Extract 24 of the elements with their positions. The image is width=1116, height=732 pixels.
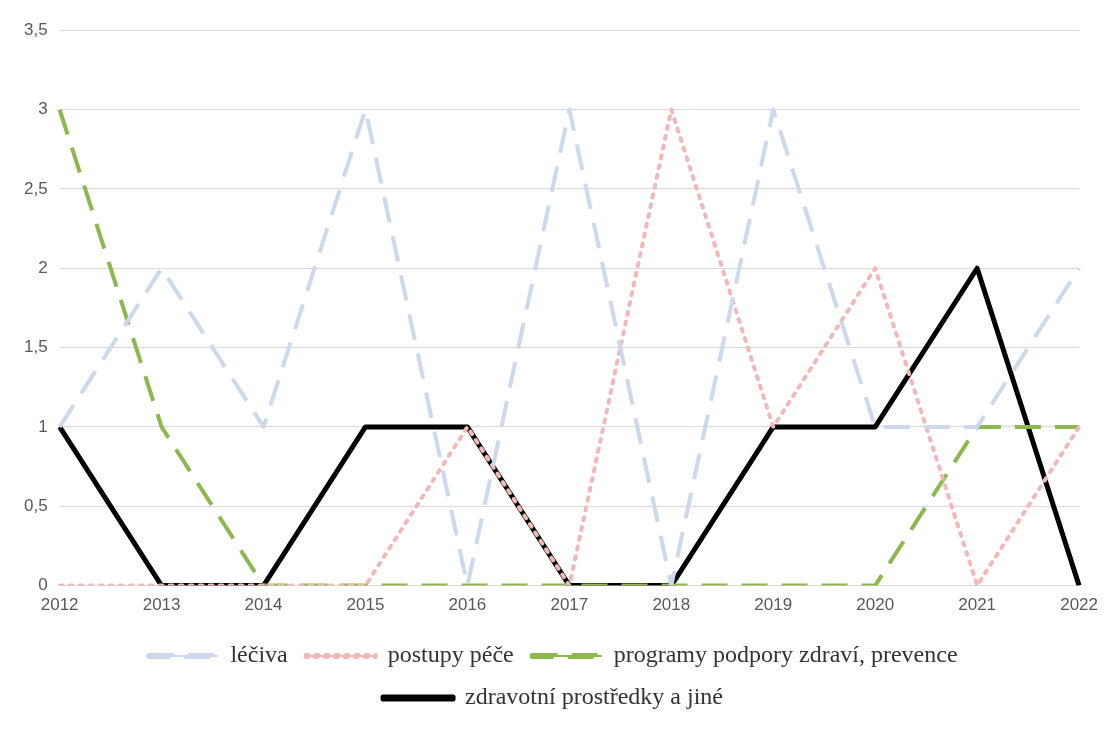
legend-label: programy podpory zdraví, prevence bbox=[613, 641, 958, 668]
y-tick-label: 2 bbox=[38, 257, 48, 277]
x-tick-label: 2019 bbox=[754, 595, 793, 615]
legend-label: postupy péče bbox=[387, 641, 514, 668]
y-tick-label: 1 bbox=[38, 416, 48, 436]
x-tick-label: 2017 bbox=[550, 595, 589, 615]
legend-label: léčiva bbox=[230, 641, 289, 668]
x-tick-label: 2022 bbox=[1060, 595, 1098, 615]
x-tick-label: 2021 bbox=[958, 595, 997, 615]
y-tick-label: 0,5 bbox=[23, 495, 48, 515]
y-tick-label: 1,5 bbox=[23, 337, 48, 357]
x-tick-label: 2016 bbox=[448, 595, 487, 615]
y-tick-label: 2,5 bbox=[23, 178, 48, 198]
x-tick-label: 2015 bbox=[346, 595, 385, 615]
x-tick-label: 2013 bbox=[142, 595, 181, 615]
y-tick-label: 3,5 bbox=[23, 19, 48, 39]
y-tick-label: 3 bbox=[38, 99, 48, 119]
x-tick-label: 2014 bbox=[244, 595, 283, 615]
x-tick-label: 2020 bbox=[856, 595, 895, 615]
x-tick-label: 2012 bbox=[40, 595, 79, 615]
line-series bbox=[57, 107, 1082, 586]
legend-label: zdravotní prostředky a jiné bbox=[465, 683, 723, 710]
x-tick-label: 2018 bbox=[652, 595, 691, 615]
y-tick-label: 0 bbox=[38, 575, 48, 595]
